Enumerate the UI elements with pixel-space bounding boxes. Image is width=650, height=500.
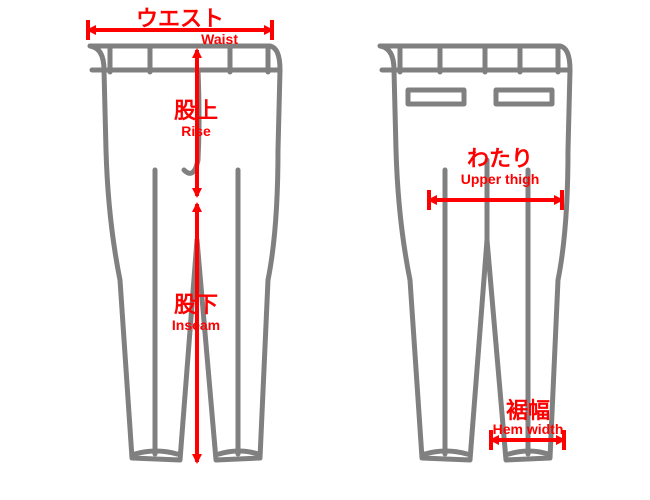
thigh-label-jp: わたり (467, 146, 533, 171)
hem-label-jp: 裾幅 (506, 398, 550, 423)
measurement-arrows (88, 20, 564, 462)
thigh-label-en: Upper thigh (461, 171, 540, 187)
rise-label-jp: 股上 (174, 98, 218, 123)
hem-label-en: Hem width (493, 421, 564, 437)
rise-label-en: Rise (181, 123, 211, 139)
waist-label-jp: ウエスト (136, 6, 224, 31)
inseam-label-en: Inseam (172, 317, 220, 333)
measurement-diagram: ウエスト Waist 股上 Rise 股下 Inseam わたり Upper t… (0, 0, 650, 500)
waist-label-en: Waist (201, 31, 238, 47)
inseam-label-jp: 股下 (174, 292, 218, 317)
